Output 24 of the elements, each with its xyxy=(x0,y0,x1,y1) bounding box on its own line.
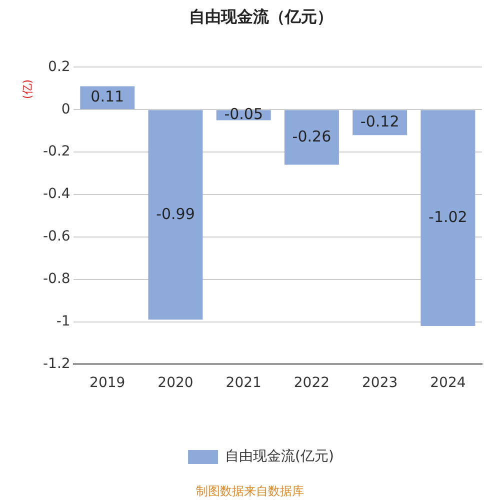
x-tick-label: 2020 xyxy=(158,375,194,392)
y-tick-label: -0.6 xyxy=(42,228,70,245)
y-tick-label: -0.4 xyxy=(42,186,70,202)
x-tick-label: 2024 xyxy=(430,375,466,392)
y-axis-title: (亿) xyxy=(21,79,34,99)
data-label: 0.11 xyxy=(90,88,124,106)
data-label: -0.12 xyxy=(360,112,400,130)
y-tick-label: -1 xyxy=(56,313,70,330)
y-tick-label: -0.8 xyxy=(42,270,70,287)
data-label: -0.05 xyxy=(224,105,264,124)
y-tick-label: 0.2 xyxy=(48,58,70,75)
x-tick-label: 2023 xyxy=(362,375,398,392)
x-tick-label: 2019 xyxy=(90,375,126,392)
x-tick-label: 2022 xyxy=(294,375,330,392)
y-tick-label: 0 xyxy=(61,101,70,118)
chart-title: 自由现金流（亿元） xyxy=(189,6,333,26)
x-tick-label: 2021 xyxy=(226,375,262,392)
data-label: -0.26 xyxy=(292,127,332,146)
legend-label: 自由现金流(亿元) xyxy=(225,448,334,465)
text: 制图数据来自数据库 xyxy=(196,484,304,498)
y-tick-label: -0.2 xyxy=(42,144,70,160)
y-tick-label: -1.2 xyxy=(42,356,70,372)
data-label: -0.99 xyxy=(156,204,195,223)
data-label: -1.02 xyxy=(428,208,468,226)
